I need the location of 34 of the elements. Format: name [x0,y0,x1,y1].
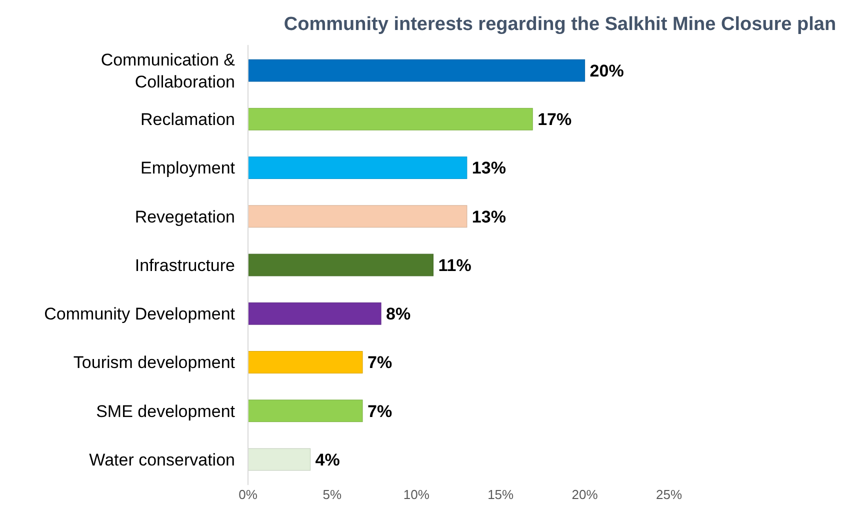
data-label: 11% [438,256,472,275]
x-tick-label: 20% [572,487,598,502]
x-tick-label: 0% [238,487,258,502]
chart-title: Community interests regarding the Salkhit Mine Closure plan [284,14,836,35]
y-tick-label: Communication & Collaboration [100,50,236,92]
y-tick-label: Tourism development [73,353,236,372]
data-label: 4% [315,450,340,470]
bar [248,400,363,422]
bar [248,351,363,374]
data-label: 13% [472,158,506,178]
x-tick-label: 5% [322,487,342,502]
y-tick-label: Employment [140,158,236,178]
data-label: 20% [590,61,624,80]
y-tick-label: SME development [96,402,236,421]
x-tick-label: 25% [656,487,682,502]
data-label: 13% [472,207,506,226]
x-tick-label: 10% [403,487,430,502]
y-tick-label: Water conservation [89,450,235,470]
bar [248,302,382,325]
bar [248,448,311,471]
bar [248,59,586,82]
data-label: 17% [538,110,572,130]
y-tick-label: Reclamation [140,110,235,130]
x-tick-label: 15% [488,487,514,502]
y-tick-label: Infrastructure [134,256,235,275]
data-label: 7% [368,353,392,372]
y-tick-label: Community Development [44,304,236,324]
data-label: 8% [386,304,411,324]
y-tick-label: Revegetation [134,207,235,226]
bar [248,254,434,276]
data-label: 7% [368,402,392,421]
bar [248,108,533,130]
bar [248,205,468,228]
bar [248,156,468,179]
